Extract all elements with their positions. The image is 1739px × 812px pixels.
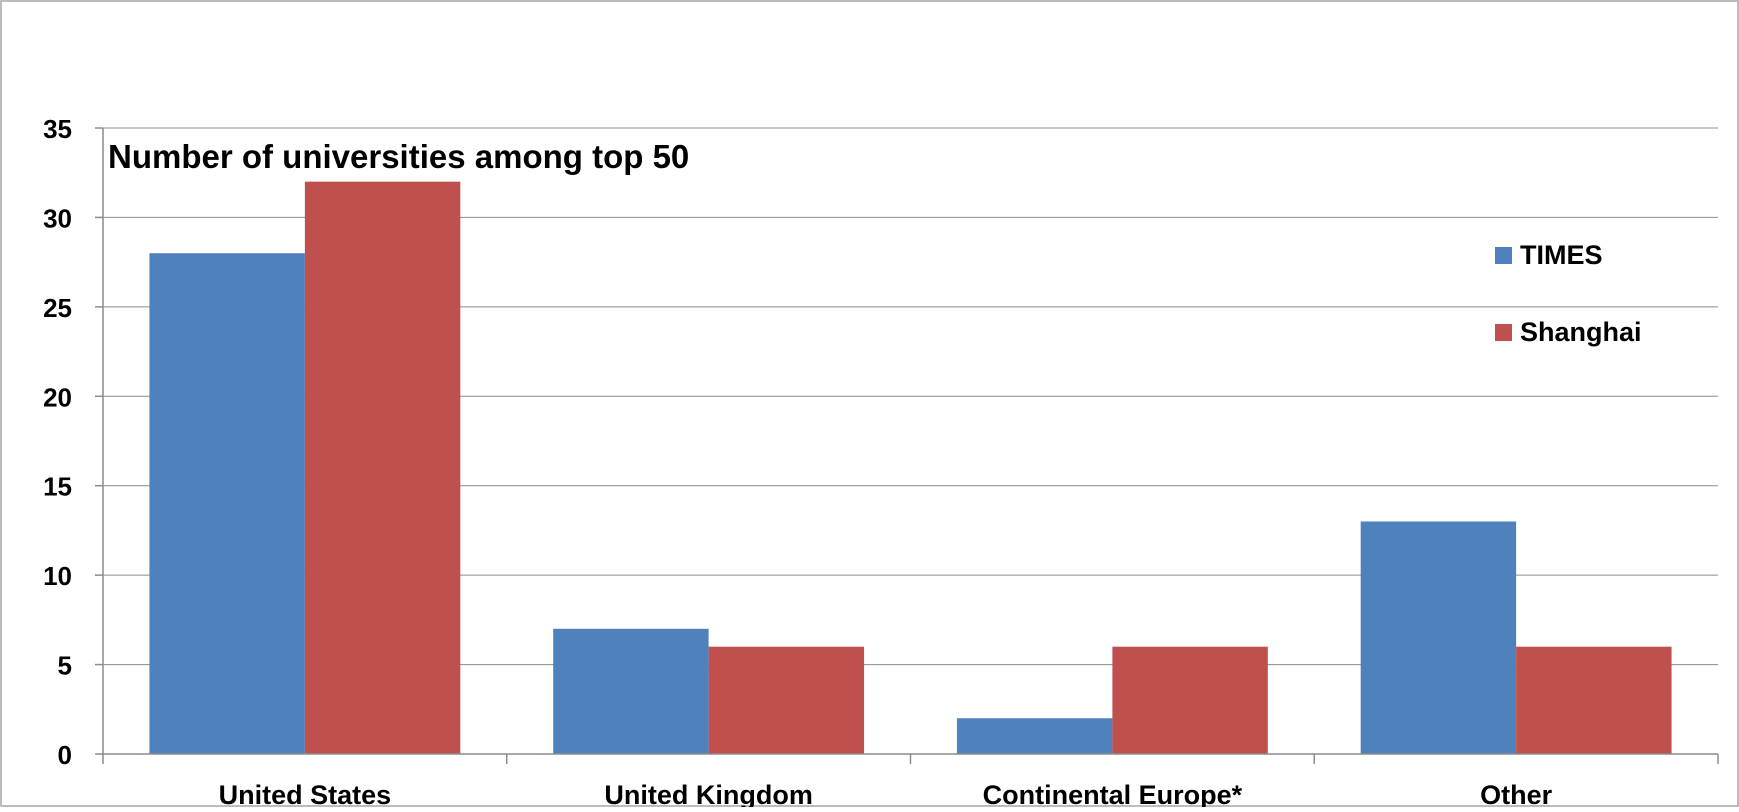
- bar-times-3: [1360, 521, 1517, 754]
- y-tick-label: 30: [43, 203, 72, 233]
- y-tick-label: 0: [58, 740, 72, 770]
- x-tick-label: United Kingdom: [604, 780, 812, 807]
- legend-label-times: TIMES: [1520, 240, 1603, 270]
- bar-shanghai-2: [1112, 646, 1268, 754]
- bar-times-1: [553, 628, 709, 754]
- legend-label-shanghai: Shanghai: [1520, 317, 1642, 347]
- x-tick-label: United States: [219, 780, 392, 807]
- bar-shanghai-3: [1516, 646, 1672, 754]
- x-tick-label: Other: [1480, 780, 1553, 807]
- bar-times-2: [956, 718, 1113, 754]
- y-tick-label: 20: [43, 382, 72, 412]
- y-tick-labels: 0 5 10 15 20 25 30 35: [43, 114, 72, 770]
- bar-times-0: [149, 253, 305, 754]
- x-tick-label: Continental Europe*: [983, 780, 1243, 807]
- bar-shanghai-0: [304, 181, 461, 754]
- x-tick-labels: United States United Kingdom Continental E…: [219, 780, 1553, 810]
- y-tick-label: 5: [58, 651, 72, 681]
- chart-title: Number of universities among top 50: [108, 138, 689, 175]
- y-tick-label: 15: [43, 472, 72, 502]
- bar-shanghai-1: [708, 646, 865, 754]
- y-tick-label: 10: [43, 561, 72, 591]
- legend-swatch-times: [1495, 247, 1512, 264]
- bars: [149, 181, 1672, 754]
- legend-swatch-shanghai: [1495, 324, 1512, 341]
- y-tick-label: 35: [43, 114, 72, 144]
- y-tick-label: 25: [43, 293, 72, 323]
- axes: [95, 127, 1719, 764]
- legend: TIMES Shanghai: [1495, 240, 1642, 347]
